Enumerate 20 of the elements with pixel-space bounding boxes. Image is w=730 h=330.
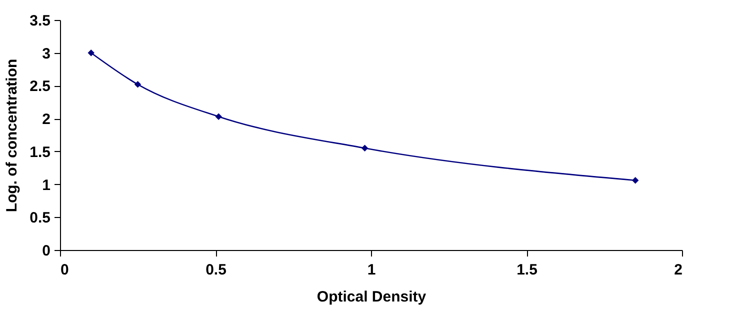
y-tick-label: 3.5 (30, 12, 50, 30)
x-tick-label: 2 (674, 262, 682, 278)
point (361, 144, 368, 152)
point (88, 50, 94, 56)
y-tick-label: 3 (42, 45, 50, 62)
x-tick-label: 1.5 (516, 262, 538, 278)
x-tick-label: 1 (367, 262, 376, 278)
y-tick-label: 2 (42, 111, 50, 128)
point (632, 176, 639, 184)
y-tick-label: 2.5 (30, 78, 50, 96)
y-tick-label: 1.5 (30, 144, 50, 161)
point (134, 81, 142, 88)
x-tick-label: 0 (60, 262, 69, 278)
y-tick-label: 0.5 (30, 210, 50, 227)
y-axis-title: Log. of concentration (4, 58, 21, 212)
x-axis-title: Optical Density (316, 288, 427, 306)
y-tick-label: 1 (42, 176, 50, 194)
y-tick-label: 0 (42, 242, 50, 260)
point (215, 113, 222, 120)
x-tick-label: 0.5 (206, 262, 226, 278)
